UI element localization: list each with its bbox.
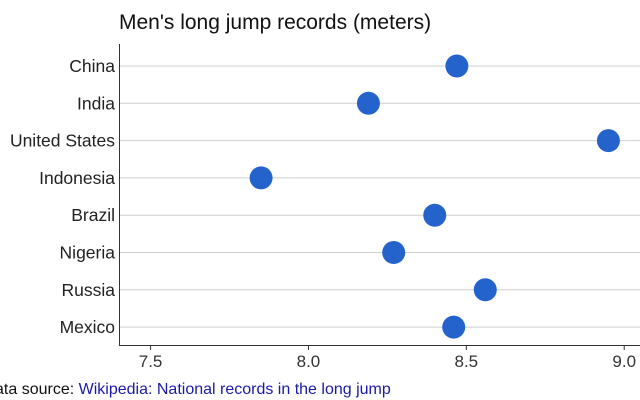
data-point-india [356, 91, 380, 115]
category-label: Mexico [60, 317, 115, 337]
x-tick-label: 8.0 [297, 352, 321, 371]
category-label: Indonesia [39, 168, 115, 188]
data-point-mexico [442, 315, 466, 339]
data-point-indonesia [249, 166, 273, 190]
data-point-united-states [596, 129, 620, 153]
category-label: Brazil [71, 205, 115, 225]
category-labels: China India United States Indonesia Brazil Ni… [10, 56, 115, 337]
category-label: United States [10, 131, 115, 151]
axes [119, 44, 640, 350]
grid-lines [119, 65, 640, 328]
data-point-china [445, 54, 469, 78]
data-source-label: ata source: [0, 381, 75, 398]
x-tick-labels: 7.5 8.0 8.5 9.0 [139, 352, 636, 371]
data-point-russia [473, 278, 497, 302]
category-label: Russia [62, 280, 116, 300]
data-source-note: ata source: Wikipedia: National records … [0, 380, 391, 400]
data-point-nigeria [382, 241, 406, 264]
data-point-brazil [423, 203, 447, 227]
chart-title: Men's long jump records (meters) [119, 11, 431, 34]
x-tick-label: 9.0 [612, 352, 636, 371]
x-tick-label: 7.5 [139, 352, 163, 371]
data-points [249, 54, 620, 339]
x-tick-label: 8.5 [455, 352, 479, 371]
category-label: India [77, 93, 115, 113]
data-source-link[interactable]: Wikipedia: National records in the long … [78, 381, 391, 398]
category-label: China [69, 56, 115, 76]
category-label: Nigeria [60, 243, 116, 263]
